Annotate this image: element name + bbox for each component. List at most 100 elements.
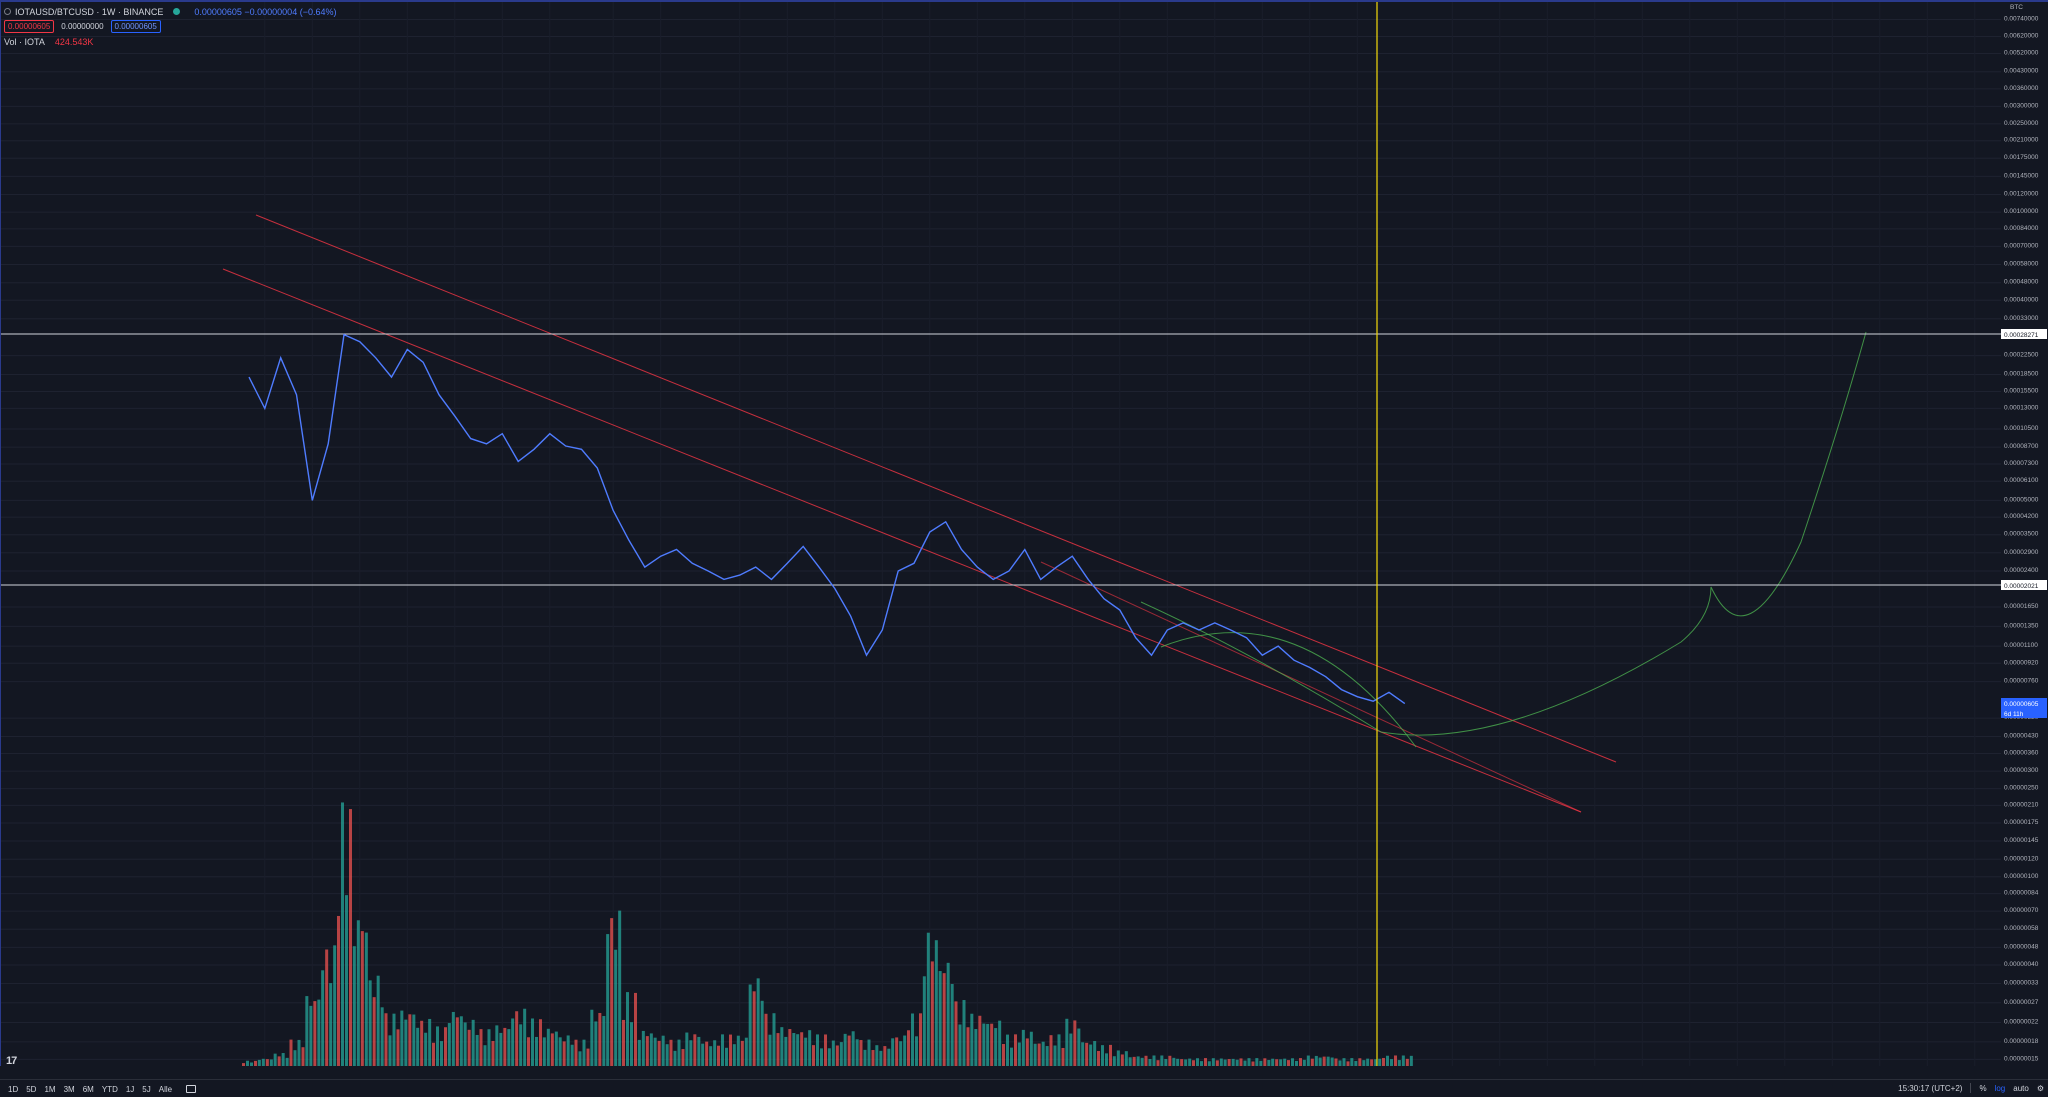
- range-button-ytd[interactable]: YTD: [101, 1084, 118, 1094]
- volume-bar: [507, 1029, 511, 1066]
- volume-bar: [986, 1023, 990, 1066]
- volume-bar: [372, 997, 376, 1066]
- volume-label: Vol · IOTA: [4, 36, 45, 47]
- trendline-upper[interactable]: [255, 214, 1617, 763]
- volume-bar: [780, 1027, 784, 1066]
- range-button-5j[interactable]: 5J: [142, 1084, 151, 1094]
- price-tick-label: 0.00000175: [2004, 819, 2039, 826]
- volume-bar: [523, 1008, 527, 1066]
- volume-bar: [566, 1035, 570, 1066]
- auto-toggle[interactable]: auto: [2013, 1083, 2029, 1093]
- drawings[interactable]: [1, 214, 2001, 813]
- range-button-1m[interactable]: 1M: [44, 1084, 56, 1094]
- volume-bar: [851, 1031, 855, 1066]
- trendline-lower[interactable]: [222, 268, 1582, 813]
- volume-bar: [436, 1026, 439, 1066]
- volume-bar: [1200, 1061, 1203, 1066]
- volume-bar: [736, 1035, 740, 1066]
- range-button-3m[interactable]: 3M: [63, 1084, 75, 1094]
- volume-bar: [729, 1034, 732, 1066]
- volume-bar: [360, 931, 364, 1066]
- volume-bar: [637, 1039, 641, 1066]
- price-tick-label: 0.00250000: [2004, 120, 2039, 127]
- volume-bar: [978, 1015, 982, 1066]
- volume-bar: [293, 1050, 297, 1066]
- volume-bar: [1116, 1050, 1120, 1066]
- volume-bar: [677, 1039, 681, 1066]
- price-tick-label: 0.00000033: [2004, 979, 2039, 986]
- percent-toggle[interactable]: %: [1979, 1083, 1987, 1093]
- volume-bar: [570, 1044, 574, 1066]
- price-axis[interactable]: 0.00740000 0.00620000 0.00520000 0.00430000…: [2000, 0, 2048, 1079]
- volume-bar: [1401, 1055, 1405, 1066]
- volume-bar: [337, 915, 340, 1066]
- range-button-alle[interactable]: Alle: [158, 1084, 173, 1094]
- tradingview-logo-icon[interactable]: 17: [6, 1055, 17, 1067]
- volume-bar: [641, 1030, 645, 1066]
- volume-bar: [990, 1023, 994, 1066]
- bottom-toolbar: 1D 5D 1M 3M 6M YTD 1J 5J Alle 15:30:17 (UTC+2) %…: [0, 1079, 2048, 1097]
- volume-bar: [1255, 1058, 1259, 1066]
- volume-bar: [1164, 1058, 1168, 1066]
- volume-bar: [835, 1045, 839, 1066]
- volume-bar: [776, 1033, 780, 1066]
- legend-volume-row[interactable]: Vol · IOTA 424.543K: [4, 34, 336, 49]
- price-tick-label: 0.00001650: [2004, 603, 2039, 610]
- clock[interactable]: 15:30:17 (UTC+2): [1898, 1083, 1963, 1093]
- volume-bar: [586, 1048, 590, 1066]
- input-value-3[interactable]: 0.00000605: [110, 20, 161, 33]
- range-button-5d[interactable]: 5D: [26, 1084, 37, 1094]
- volume-bar: [1310, 1058, 1314, 1066]
- volume-bar: [752, 991, 756, 1066]
- volume-bar: [396, 1029, 400, 1066]
- input-value-1[interactable]: 0.00000605: [4, 20, 55, 33]
- symbol-title[interactable]: IOTAUSD/BTCUSD · 1W · BINANCE: [15, 6, 164, 17]
- input-value-2[interactable]: 0.00000000: [61, 22, 104, 31]
- date-range-icon[interactable]: [186, 1085, 197, 1093]
- bottom-right-controls: 15:30:17 (UTC+2) % log auto ⚙: [1898, 1083, 2044, 1093]
- price-tick-label: 0.00006100: [2004, 477, 2039, 484]
- volume-bar: [1152, 1055, 1156, 1066]
- price-tick-label: 0.00120000: [2004, 191, 2039, 198]
- volume-bar: [1207, 1061, 1211, 1066]
- legend: IOTAUSD/BTCUSD · 1W · BINANCE 0.00000605…: [4, 4, 336, 49]
- volume-bar: [891, 1038, 895, 1066]
- volume-bar: [1397, 1060, 1401, 1066]
- volume-bar: [400, 1010, 404, 1066]
- range-button-6m[interactable]: 6M: [82, 1084, 94, 1094]
- volume-bars: [242, 802, 1413, 1066]
- volume-bar: [998, 1020, 1002, 1066]
- volume-bar: [994, 1028, 998, 1066]
- plot-area[interactable]: JulOkt2018AprJulOkt2019MaiAug2020AprJulO…: [0, 2, 2001, 1066]
- volume-bar: [938, 971, 942, 1066]
- price-tick-label: 0.00175000: [2004, 154, 2039, 161]
- volume-bar: [1330, 1057, 1334, 1066]
- legend-main-row[interactable]: IOTAUSD/BTCUSD · 1W · BINANCE 0.00000605…: [4, 4, 336, 19]
- price-tick-label: 0.00740000: [2004, 16, 2039, 23]
- volume-bar: [653, 1037, 657, 1066]
- log-toggle[interactable]: log: [1994, 1083, 2006, 1093]
- range-button-1j[interactable]: 1J: [125, 1084, 135, 1094]
- volume-bar: [269, 1059, 273, 1066]
- volume-bar: [1382, 1057, 1385, 1066]
- projection-arc[interactable]: [1140, 331, 1867, 736]
- volume-bar: [701, 1043, 705, 1066]
- price-line: [248, 333, 1406, 705]
- volume-bar: [1057, 1034, 1061, 1066]
- volume-bar: [1017, 1042, 1021, 1066]
- range-button-1d[interactable]: 1D: [8, 1084, 19, 1094]
- price-chart[interactable]: JulOkt2018AprJulOkt2019MaiAug2020AprJulO…: [1, 2, 2001, 1066]
- volume-bar: [1215, 1060, 1219, 1066]
- volume-bar: [1219, 1058, 1223, 1066]
- volume-bar: [546, 1028, 550, 1066]
- price-tick-label: 0.00000058: [2004, 925, 2039, 932]
- price-tick-label: 0.00000250: [2004, 785, 2039, 792]
- volume-bar: [867, 1039, 871, 1066]
- price-tick-label: 0.00000120: [2004, 855, 2039, 862]
- volume-bar: [630, 1022, 633, 1066]
- settings-gear-icon[interactable]: ⚙: [2036, 1083, 2044, 1093]
- volume-bar: [1172, 1057, 1176, 1066]
- inner-arc[interactable]: [1160, 632, 1417, 748]
- volume-bar: [297, 1039, 301, 1066]
- trendline-inner[interactable]: [1040, 561, 1582, 813]
